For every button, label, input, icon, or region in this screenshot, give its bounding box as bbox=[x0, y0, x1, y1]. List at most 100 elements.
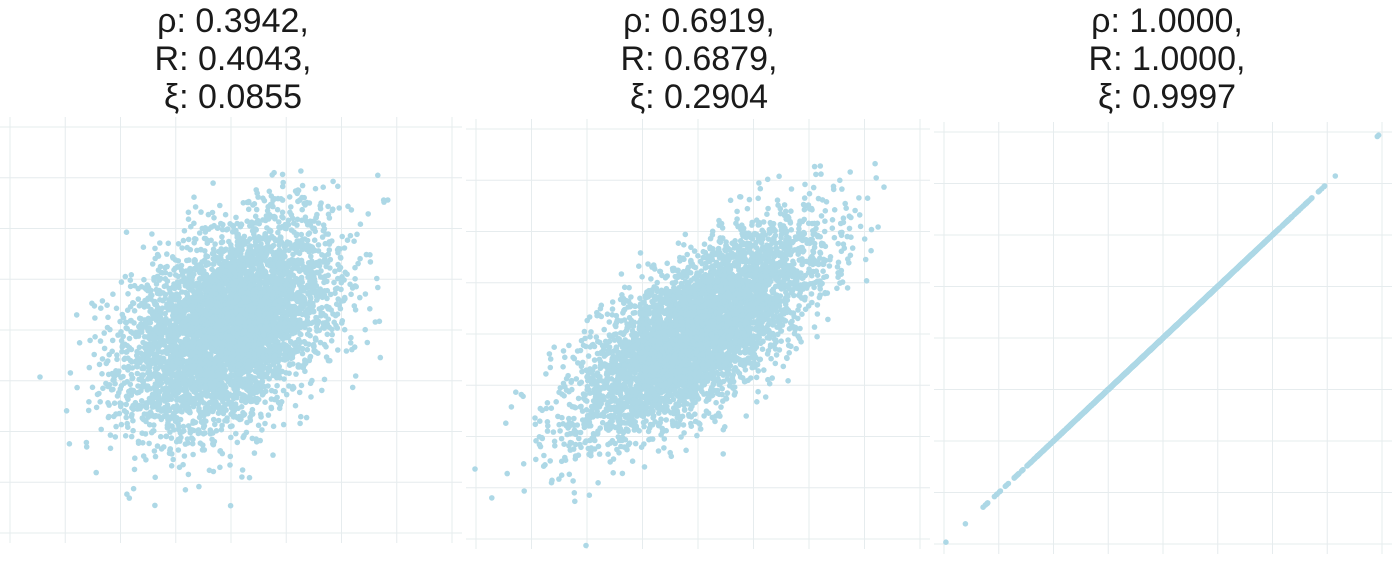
scatter-point bbox=[164, 364, 170, 371]
scatter-point bbox=[194, 262, 200, 268]
scatter-point bbox=[148, 429, 155, 436]
scatter-point bbox=[308, 253, 314, 260]
scatter-point bbox=[247, 223, 253, 229]
scatter-point bbox=[96, 361, 103, 368]
scatter-point bbox=[258, 241, 264, 247]
scatter-point bbox=[86, 399, 92, 405]
scatter-point bbox=[162, 276, 169, 282]
scatter-point bbox=[314, 328, 320, 334]
scatter-point bbox=[149, 231, 155, 237]
scatter-point bbox=[123, 229, 130, 235]
scatter-point bbox=[206, 329, 213, 335]
scatter-point bbox=[153, 386, 160, 393]
scatter-point bbox=[258, 359, 264, 365]
scatter-point bbox=[306, 327, 313, 333]
scatter-point bbox=[209, 436, 215, 443]
scatter-point bbox=[331, 279, 337, 286]
scatter-point bbox=[212, 341, 219, 348]
scatter-point bbox=[332, 290, 338, 296]
scatter-point bbox=[311, 218, 317, 224]
scatter-point bbox=[152, 453, 159, 460]
scatter-point bbox=[185, 471, 192, 478]
scatter-point bbox=[251, 320, 258, 326]
scatter-point bbox=[91, 351, 97, 358]
scatter-point bbox=[136, 344, 143, 351]
scatter-point bbox=[215, 402, 222, 409]
scatter-point bbox=[266, 188, 273, 195]
scatter-point bbox=[164, 376, 171, 383]
scatter-point bbox=[323, 231, 329, 237]
scatter-point bbox=[211, 261, 217, 267]
scatter-point bbox=[306, 249, 312, 255]
scatter-point bbox=[294, 216, 301, 223]
scatter-point bbox=[181, 367, 188, 373]
scatter-point bbox=[201, 338, 208, 345]
scatter-point bbox=[235, 362, 241, 368]
scatter-point bbox=[186, 298, 192, 305]
scatter-point bbox=[163, 433, 170, 440]
scatter-point bbox=[161, 404, 168, 411]
scatter-point bbox=[357, 221, 364, 227]
scatter-point bbox=[335, 275, 341, 282]
scatter-point bbox=[260, 217, 266, 223]
scatter-point bbox=[198, 209, 204, 215]
scatter-point bbox=[157, 330, 163, 336]
scatter-point bbox=[253, 206, 260, 213]
scatter-point bbox=[209, 250, 216, 257]
scatter-point bbox=[89, 384, 96, 391]
scatter-point bbox=[241, 267, 248, 274]
scatter-point bbox=[224, 390, 230, 396]
scatter-point bbox=[182, 347, 189, 353]
scatter-point bbox=[190, 320, 197, 327]
scatter-point bbox=[227, 462, 233, 468]
scatter-point bbox=[277, 374, 283, 381]
scatter-point bbox=[232, 262, 238, 269]
scatter-point bbox=[264, 246, 271, 252]
scatter-point bbox=[227, 355, 233, 362]
scatter-point bbox=[164, 370, 170, 377]
scatter-point bbox=[201, 377, 207, 383]
scatter-point bbox=[130, 485, 137, 492]
scatter-point bbox=[124, 395, 131, 402]
scatter-point bbox=[131, 330, 138, 337]
scatter-point bbox=[269, 172, 276, 178]
scatter-point bbox=[380, 197, 387, 203]
scatter-point bbox=[191, 383, 197, 390]
scatter-point bbox=[307, 278, 313, 284]
scatter-point bbox=[251, 235, 258, 241]
scatter-point bbox=[250, 266, 257, 272]
scatter-point bbox=[205, 211, 212, 218]
scatter-point bbox=[87, 337, 93, 344]
scatter-point bbox=[293, 291, 299, 298]
scatter-point bbox=[364, 339, 371, 346]
scatter-point bbox=[158, 446, 165, 452]
scatter-point bbox=[193, 294, 199, 300]
scatter-point bbox=[205, 352, 212, 358]
scatter-point bbox=[274, 394, 280, 401]
scatter-point bbox=[117, 386, 124, 392]
scatter-point bbox=[259, 274, 266, 280]
scatter-point bbox=[367, 306, 373, 312]
scatter-point bbox=[67, 370, 74, 376]
scatter-point bbox=[185, 216, 192, 222]
scatter-point bbox=[204, 240, 211, 246]
scatter-point bbox=[312, 185, 319, 192]
scatter-point bbox=[157, 263, 164, 270]
scatter-point bbox=[204, 393, 210, 399]
scatter-point bbox=[339, 318, 346, 324]
scatter-point bbox=[266, 343, 272, 349]
scatter-point bbox=[320, 184, 327, 190]
scatter-point bbox=[246, 372, 252, 379]
scatter-point bbox=[129, 411, 135, 418]
scatter-point bbox=[169, 373, 175, 380]
scatter-point bbox=[288, 327, 295, 333]
scatter-point bbox=[295, 198, 301, 205]
scatter-point bbox=[123, 401, 129, 408]
scatter-point bbox=[265, 412, 272, 418]
scatter-point bbox=[246, 318, 252, 325]
scatter-point bbox=[343, 348, 350, 354]
scatter-point bbox=[83, 444, 90, 450]
scatter-point bbox=[158, 380, 165, 387]
scatter-point bbox=[339, 233, 346, 240]
scatter-point bbox=[191, 194, 197, 200]
